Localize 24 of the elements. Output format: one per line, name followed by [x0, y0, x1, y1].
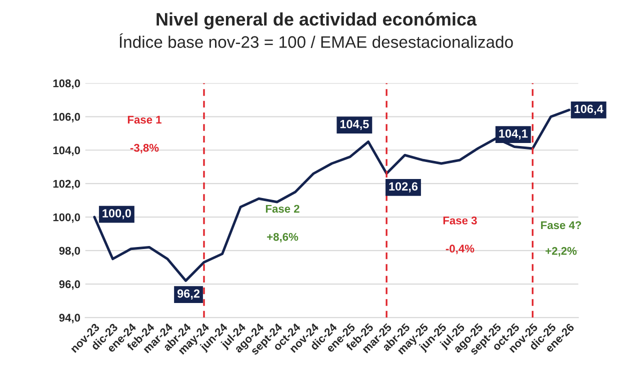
y-tick-label: 98,0 [59, 246, 80, 256]
y-tick-label: 94,0 [59, 314, 80, 324]
annotation: -0,4% [446, 244, 474, 254]
y-tick-label: 96,0 [59, 280, 80, 290]
annotation: +8,6% [267, 232, 298, 242]
annotation: Fase 2 [266, 204, 300, 213]
annotation: -3,8% [130, 144, 159, 154]
data-label: 102,6 [389, 182, 418, 192]
chart-title: Nivel general de actividad económica [156, 12, 477, 30]
annotation: Fase 1 [128, 116, 162, 124]
y-tick-label: 100,0 [53, 213, 80, 223]
data-label: 96,2 [177, 289, 200, 300]
annotation: Fase 4? [541, 221, 582, 230]
y-tick-label: 104,0 [53, 146, 80, 156]
y-tick-label: 106,0 [53, 112, 80, 122]
y-tick-label: 102,0 [53, 180, 80, 190]
annotation: Fase 3 [443, 216, 477, 224]
y-tick-label: 108,0 [53, 79, 80, 89]
data-label: 100,0 [102, 209, 131, 220]
data-label: 106,4 [574, 104, 604, 115]
data-label: 104,1 [499, 129, 528, 140]
annotation: +2,2% [546, 247, 577, 256]
chart-subtitle: Índice base nov-23 = 100 / EMAE desestacionalizado [120, 33, 513, 48]
data-label: 104,5 [340, 120, 369, 130]
